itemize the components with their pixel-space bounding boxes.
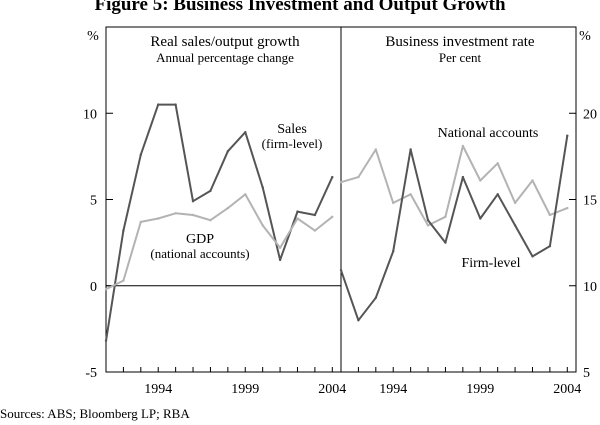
left-panel-series-label-1: Sales: [277, 122, 307, 137]
right-panel-series-2-point: [566, 134, 569, 137]
right-panel-series-1-point: [479, 179, 482, 182]
left-panel-series-sublabel-2: (national accounts): [150, 246, 249, 261]
right-panel-series-1-point: [409, 193, 412, 196]
right-panel-xtick-label: 1999: [466, 382, 494, 397]
left-panel-series-1-point: [157, 103, 160, 106]
right-panel-subtitle: Per cent: [439, 50, 482, 65]
left-panel-xtick-label: 1999: [231, 382, 259, 397]
left-panel-series-2-point: [226, 206, 230, 210]
left-panel-series-1-point: [244, 131, 247, 134]
right-panel-series-1-point: [548, 213, 552, 217]
left-panel-series-1-point: [209, 189, 212, 193]
left-panel-series-1-point: [226, 150, 230, 153]
left-panel-series-1-point: [296, 210, 299, 213]
left-panel-series-2-point: [191, 213, 195, 217]
right-panel-series-1-point: [531, 179, 534, 182]
left-panel-series-2-point: [157, 217, 160, 220]
right-panel-series-1-point: [374, 148, 377, 151]
left-panel-series-1-point: [104, 339, 108, 343]
right-panel-series-2-point: [479, 217, 482, 220]
left-panel-series-2-point: [278, 246, 282, 249]
right-panel-series-label-1: National accounts: [438, 126, 539, 141]
left-panel-xtick-label: 1994: [144, 382, 172, 397]
right-panel-series-2-point: [357, 319, 360, 322]
right-panel-xtick-label: 2004: [553, 382, 581, 397]
right-panel-series-2-point: [374, 296, 377, 299]
right-panel-series-2-point: [461, 175, 465, 179]
right-panel-series-1-point: [444, 215, 447, 218]
right-panel-series-1-point: [392, 201, 395, 205]
right-panel-series-2-point: [513, 224, 517, 227]
right-panel-series-2-point: [548, 244, 552, 248]
right-panel-xtick-label: 1994: [379, 382, 407, 397]
left-panel-series-label-2: GDP: [186, 232, 214, 247]
right-panel-series-1-point: [496, 162, 499, 165]
left-panel-series-line-2: [105, 193, 333, 291]
right-panel-series-1-point: [426, 224, 430, 227]
right-panel-series-1-point: [566, 206, 569, 210]
left-panel-series-2-point: [122, 279, 125, 282]
left-panel-series-1-point: [174, 103, 177, 106]
left-panel-series-2-point: [313, 229, 317, 232]
right-panel-ytick-label: 5: [583, 366, 590, 381]
figure-title: Figure 5: Business Investment and Output…: [94, 0, 506, 15]
right-panel-series-2-point: [392, 250, 395, 253]
right-panel-ytick-label: 10: [583, 280, 597, 295]
left-panel-series-2-point: [244, 193, 247, 196]
left-panel-subtitle: Annual percentage change: [156, 50, 294, 65]
right-panel-series-1-point: [461, 144, 465, 148]
right-panel-series-2-point: [409, 148, 412, 151]
right-panel-series-line-2: [340, 135, 569, 322]
left-panel-series-1-point: [139, 153, 142, 156]
left-panel-series-1-point: [191, 200, 195, 203]
left-panel-series-1-point: [261, 186, 264, 189]
right-panel-series-2-point: [444, 241, 447, 244]
left-panel-title: Real sales/output growth: [150, 34, 300, 50]
right-panel-series-1-point: [357, 175, 360, 179]
left-panel-series-2-point: [296, 217, 299, 220]
left-panel-xtick-label: 2004: [318, 382, 346, 397]
left-panel-series-sublabel-1: (firm-level): [262, 136, 323, 151]
left-panel-series-1-point: [331, 175, 334, 179]
left-panel-ytick-label: 0: [90, 280, 97, 295]
right-panel-series-2-point: [531, 255, 534, 258]
left-panel-unit-label: %: [87, 29, 99, 44]
right-panel-series-2-point: [426, 219, 430, 222]
left-panel-series-2-point: [174, 212, 177, 215]
right-panel-series-1-point: [513, 201, 517, 205]
left-panel-series-2-point: [209, 219, 212, 222]
left-panel-series-2-point: [104, 288, 108, 291]
left-panel-series-1-point: [313, 213, 317, 217]
left-panel-ytick-label: 10: [83, 107, 97, 122]
right-panel-series-line-1: [340, 145, 568, 227]
left-panel-series-1-point: [278, 258, 282, 262]
right-panel-ytick-label: 20: [583, 107, 597, 122]
right-panel-unit-label: %: [579, 29, 591, 44]
left-panel-series-1-point: [122, 229, 125, 232]
right-panel-series-2-point: [339, 269, 343, 272]
left-panel-series-2-point: [331, 215, 334, 218]
left-panel-series-line-1: [105, 103, 334, 342]
left-panel-ytick-label: -5: [85, 366, 97, 381]
left-panel-series-2-point: [139, 220, 142, 224]
right-panel-ytick-label: 15: [583, 194, 597, 209]
right-panel-series-label-2: Firm-level: [461, 256, 520, 271]
source-note: Sources: ABS; Bloomberg LP; RBA: [0, 406, 190, 421]
left-panel-series-2-point: [261, 224, 264, 227]
right-panel-series-1-point: [339, 181, 343, 184]
right-panel-series-2-point: [496, 193, 499, 196]
left-panel-ytick-label: 5: [90, 194, 97, 209]
right-panel-title: Business investment rate: [385, 34, 534, 50]
